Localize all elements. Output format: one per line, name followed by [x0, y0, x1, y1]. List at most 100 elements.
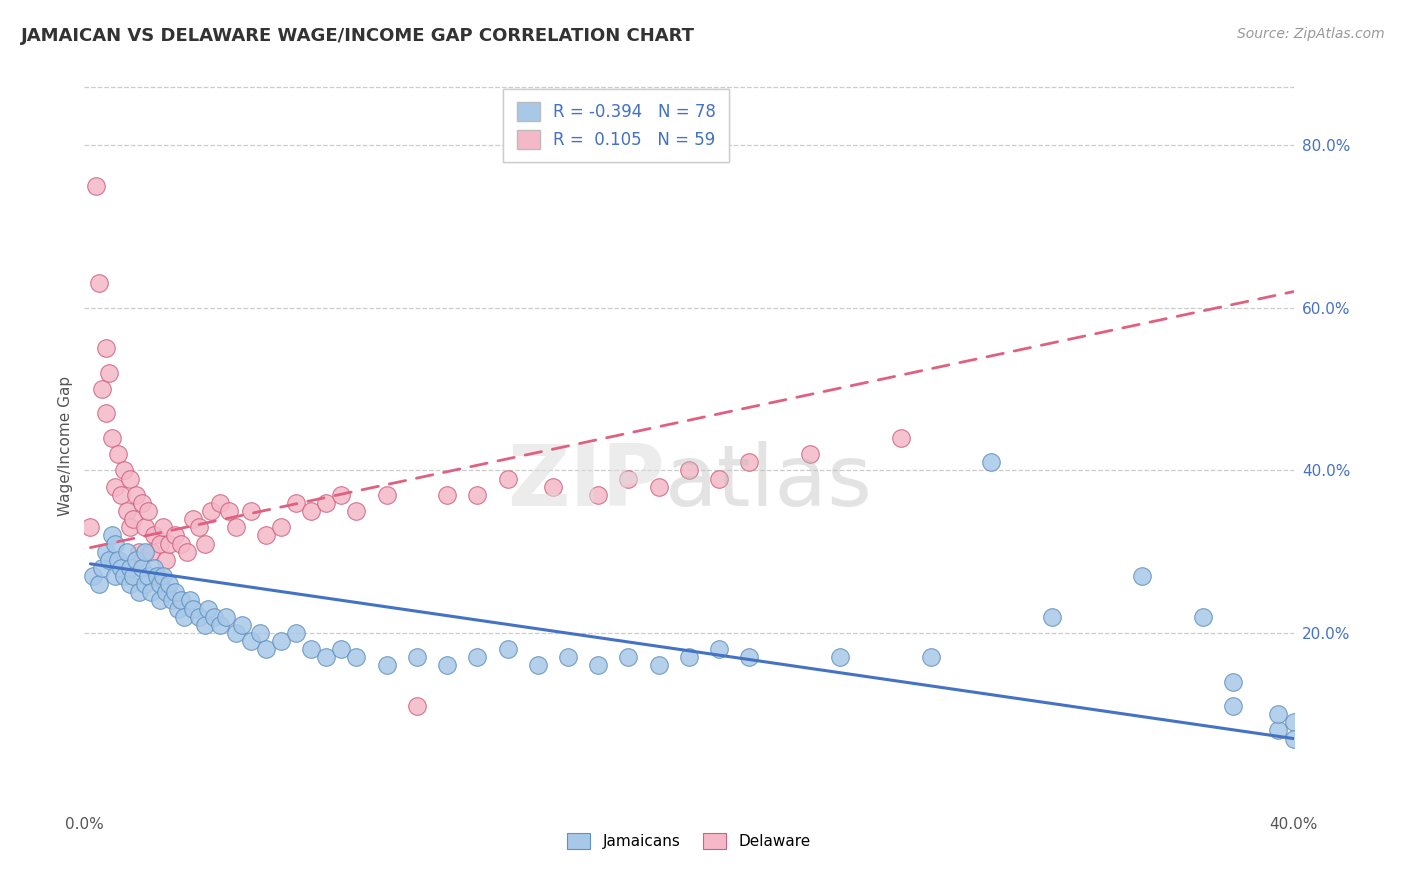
- Jamaicans: [110, 561, 132, 575]
- Jamaicans: [239, 634, 262, 648]
- Delaware: [97, 366, 120, 380]
- Jamaicans: [830, 650, 852, 665]
- Jamaicans: [149, 577, 172, 591]
- Jamaicans: [346, 650, 368, 665]
- Jamaicans: [678, 650, 700, 665]
- Delaware: [139, 544, 162, 558]
- Delaware: [79, 520, 101, 534]
- Jamaicans: [188, 609, 211, 624]
- Jamaicans: [254, 642, 277, 657]
- Jamaicans: [97, 553, 120, 567]
- Jamaicans: [1040, 609, 1063, 624]
- Jamaicans: [1282, 715, 1305, 730]
- Jamaicans: [142, 561, 165, 575]
- Jamaicans: [588, 658, 610, 673]
- Delaware: [299, 504, 322, 518]
- Jamaicans: [467, 650, 489, 665]
- Delaware: [588, 488, 610, 502]
- Delaware: [118, 520, 141, 534]
- Delaware: [225, 520, 247, 534]
- Jamaicans: [315, 650, 337, 665]
- Delaware: [91, 382, 114, 396]
- Delaware: [678, 463, 700, 477]
- Delaware: [134, 520, 156, 534]
- Delaware: [617, 471, 640, 485]
- Delaware: [131, 496, 153, 510]
- Jamaicans: [406, 650, 429, 665]
- Delaware: [136, 504, 159, 518]
- Delaware: [118, 471, 141, 485]
- Delaware: [209, 496, 232, 510]
- Jamaicans: [270, 634, 292, 648]
- Delaware: [541, 480, 564, 494]
- Delaware: [152, 520, 174, 534]
- Jamaicans: [1222, 674, 1244, 689]
- Jamaicans: [136, 569, 159, 583]
- Jamaicans: [104, 536, 127, 550]
- Jamaicans: [1267, 723, 1289, 738]
- Jamaicans: [617, 650, 640, 665]
- Delaware: [188, 520, 211, 534]
- Delaware: [181, 512, 204, 526]
- Jamaicans: [648, 658, 671, 673]
- Delaware: [375, 488, 398, 502]
- Jamaicans: [557, 650, 579, 665]
- Jamaicans: [194, 617, 217, 632]
- Delaware: [110, 488, 132, 502]
- Delaware: [107, 447, 129, 461]
- Y-axis label: Wage/Income Gap: Wage/Income Gap: [58, 376, 73, 516]
- Legend: R = -0.394   N = 78, R =  0.105   N = 59: R = -0.394 N = 78, R = 0.105 N = 59: [503, 88, 730, 162]
- Jamaicans: [112, 569, 135, 583]
- Jamaicans: [209, 617, 232, 632]
- Delaware: [165, 528, 187, 542]
- Jamaicans: [496, 642, 519, 657]
- Text: JAMAICAN VS DELAWARE WAGE/INCOME GAP CORRELATION CHART: JAMAICAN VS DELAWARE WAGE/INCOME GAP COR…: [21, 27, 695, 45]
- Jamaicans: [152, 569, 174, 583]
- Jamaicans: [155, 585, 177, 599]
- Delaware: [149, 536, 172, 550]
- Delaware: [128, 544, 150, 558]
- Delaware: [100, 431, 122, 445]
- Text: Source: ZipAtlas.com: Source: ZipAtlas.com: [1237, 27, 1385, 41]
- Text: atlas: atlas: [665, 441, 873, 524]
- Delaware: [406, 699, 429, 714]
- Jamaicans: [197, 601, 219, 615]
- Jamaicans: [121, 569, 143, 583]
- Jamaicans: [181, 601, 204, 615]
- Delaware: [157, 536, 180, 550]
- Delaware: [285, 496, 308, 510]
- Jamaicans: [1267, 707, 1289, 722]
- Jamaicans: [157, 577, 180, 591]
- Jamaicans: [146, 569, 169, 583]
- Jamaicans: [249, 626, 271, 640]
- Delaware: [200, 504, 222, 518]
- Delaware: [709, 471, 731, 485]
- Delaware: [121, 512, 143, 526]
- Delaware: [125, 488, 148, 502]
- Jamaicans: [1222, 699, 1244, 714]
- Jamaicans: [330, 642, 353, 657]
- Delaware: [890, 431, 912, 445]
- Jamaicans: [115, 544, 138, 558]
- Jamaicans: [1282, 731, 1305, 746]
- Jamaicans: [738, 650, 761, 665]
- Delaware: [218, 504, 240, 518]
- Jamaicans: [134, 577, 156, 591]
- Jamaicans: [89, 577, 111, 591]
- Jamaicans: [173, 609, 195, 624]
- Delaware: [112, 463, 135, 477]
- Jamaicans: [179, 593, 201, 607]
- Delaware: [239, 504, 262, 518]
- Jamaicans: [118, 577, 141, 591]
- Jamaicans: [118, 561, 141, 575]
- Jamaicans: [375, 658, 398, 673]
- Delaware: [115, 504, 138, 518]
- Delaware: [176, 544, 198, 558]
- Jamaicans: [527, 658, 550, 673]
- Jamaicans: [128, 585, 150, 599]
- Jamaicans: [125, 553, 148, 567]
- Delaware: [254, 528, 277, 542]
- Jamaicans: [215, 609, 238, 624]
- Jamaicans: [167, 601, 190, 615]
- Jamaicans: [709, 642, 731, 657]
